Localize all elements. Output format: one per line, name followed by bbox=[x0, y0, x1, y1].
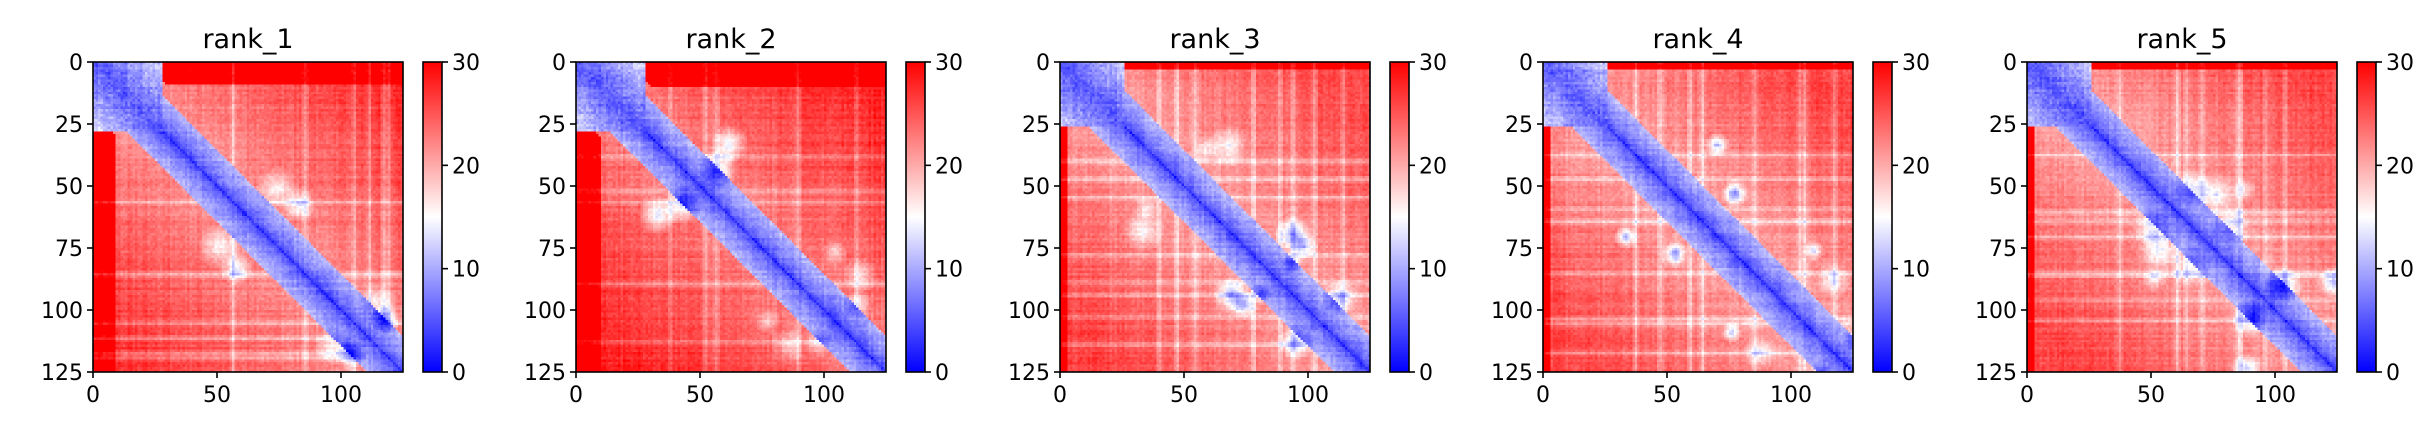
y-tick-label: 25 bbox=[1505, 113, 1533, 138]
x-tick-label: 0 bbox=[569, 383, 583, 408]
x-tick-label: 0 bbox=[1053, 383, 1067, 408]
colorbar-tick-label: 10 bbox=[935, 258, 963, 283]
x-tick-label: 100 bbox=[320, 383, 362, 408]
colorbar-tick-label: 20 bbox=[2386, 154, 2414, 179]
x-tick-label: 0 bbox=[1536, 383, 1550, 408]
y-tick-label: 50 bbox=[538, 175, 566, 200]
y-tick-label: 0 bbox=[2003, 51, 2017, 76]
plot-frame bbox=[575, 61, 887, 373]
y-tick-label: 0 bbox=[552, 51, 566, 76]
colorbar-tick-label: 0 bbox=[1902, 361, 1916, 386]
colorbar-tick-label: 30 bbox=[452, 51, 480, 76]
y-tick-label: 25 bbox=[1989, 113, 2017, 138]
panel-title: rank_2 bbox=[685, 24, 776, 55]
colorbar-tick-label: 10 bbox=[452, 258, 480, 283]
colorbar-tick-label: 10 bbox=[1902, 258, 1930, 283]
colorbar-tick-label: 20 bbox=[1419, 154, 1447, 179]
y-tick-label: 75 bbox=[1989, 237, 2017, 262]
panel-title: rank_4 bbox=[1652, 24, 1743, 55]
colorbar-tick-label: 20 bbox=[452, 154, 480, 179]
heatmap-image bbox=[576, 62, 886, 372]
colorbar-frame bbox=[422, 61, 443, 373]
colorbar-tick-label: 0 bbox=[935, 361, 949, 386]
colorbar-tick-label: 30 bbox=[935, 51, 963, 76]
y-tick-label: 0 bbox=[1036, 51, 1050, 76]
plot-frame bbox=[2026, 61, 2338, 373]
colorbar-tick-label: 30 bbox=[1419, 51, 1447, 76]
colorbar-tick-label: 30 bbox=[1902, 51, 1930, 76]
y-tick-label: 75 bbox=[55, 237, 83, 262]
y-tick-label: 100 bbox=[41, 299, 83, 324]
y-tick-label: 50 bbox=[1989, 175, 2017, 200]
y-tick-label: 100 bbox=[1491, 299, 1533, 324]
heatmap-image bbox=[2027, 62, 2337, 372]
colorbar bbox=[906, 62, 925, 372]
x-tick-label: 0 bbox=[86, 383, 100, 408]
x-tick-label: 50 bbox=[1170, 383, 1198, 408]
panel-title: rank_3 bbox=[1169, 24, 1260, 55]
panel-title: rank_1 bbox=[202, 24, 293, 55]
y-tick-label: 125 bbox=[41, 361, 83, 386]
y-tick-label: 25 bbox=[1022, 113, 1050, 138]
x-tick-label: 0 bbox=[2020, 383, 2034, 408]
colorbar-frame bbox=[1872, 61, 1893, 373]
colorbar bbox=[1873, 62, 1892, 372]
colorbar-tick-label: 20 bbox=[1902, 154, 1930, 179]
y-tick-label: 125 bbox=[524, 361, 566, 386]
y-tick-label: 100 bbox=[524, 299, 566, 324]
plot-frame bbox=[1059, 61, 1371, 373]
y-tick-label: 100 bbox=[1008, 299, 1050, 324]
colorbar-tick-label: 0 bbox=[1419, 361, 1433, 386]
y-tick-label: 50 bbox=[1505, 175, 1533, 200]
heatmap-image bbox=[1060, 62, 1370, 372]
y-tick-label: 50 bbox=[1022, 175, 1050, 200]
y-tick-label: 125 bbox=[1975, 361, 2017, 386]
colorbar-frame bbox=[905, 61, 926, 373]
colorbar bbox=[2357, 62, 2376, 372]
x-tick-label: 50 bbox=[1653, 383, 1681, 408]
y-tick-label: 0 bbox=[69, 51, 83, 76]
x-tick-label: 100 bbox=[803, 383, 845, 408]
x-tick-label: 100 bbox=[1770, 383, 1812, 408]
y-tick-label: 75 bbox=[1505, 237, 1533, 262]
panel-title: rank_5 bbox=[2136, 24, 2227, 55]
colorbar bbox=[423, 62, 442, 372]
x-tick-label: 50 bbox=[2137, 383, 2165, 408]
colorbar-tick-label: 20 bbox=[935, 154, 963, 179]
colorbar-tick-label: 0 bbox=[2386, 361, 2400, 386]
colorbar-tick-label: 30 bbox=[2386, 51, 2414, 76]
y-tick-label: 0 bbox=[1519, 51, 1533, 76]
colorbar-tick-label: 0 bbox=[452, 361, 466, 386]
colorbar-frame bbox=[2356, 61, 2377, 373]
x-tick-label: 100 bbox=[2254, 383, 2296, 408]
x-tick-label: 50 bbox=[203, 383, 231, 408]
y-tick-label: 125 bbox=[1008, 361, 1050, 386]
heatmap-image bbox=[1543, 62, 1853, 372]
x-tick-label: 100 bbox=[1287, 383, 1329, 408]
heatmap-image bbox=[93, 62, 403, 372]
y-tick-label: 125 bbox=[1491, 361, 1533, 386]
colorbar-frame bbox=[1389, 61, 1410, 373]
colorbar-tick-label: 10 bbox=[1419, 258, 1447, 283]
y-tick-label: 75 bbox=[1022, 237, 1050, 262]
y-tick-label: 25 bbox=[55, 113, 83, 138]
y-tick-label: 75 bbox=[538, 237, 566, 262]
y-tick-label: 25 bbox=[538, 113, 566, 138]
y-tick-label: 50 bbox=[55, 175, 83, 200]
colorbar-tick-label: 10 bbox=[2386, 258, 2414, 283]
y-tick-label: 100 bbox=[1975, 299, 2017, 324]
x-tick-label: 50 bbox=[686, 383, 714, 408]
colorbar bbox=[1390, 62, 1409, 372]
plot-frame bbox=[92, 61, 404, 373]
plot-frame bbox=[1542, 61, 1854, 373]
